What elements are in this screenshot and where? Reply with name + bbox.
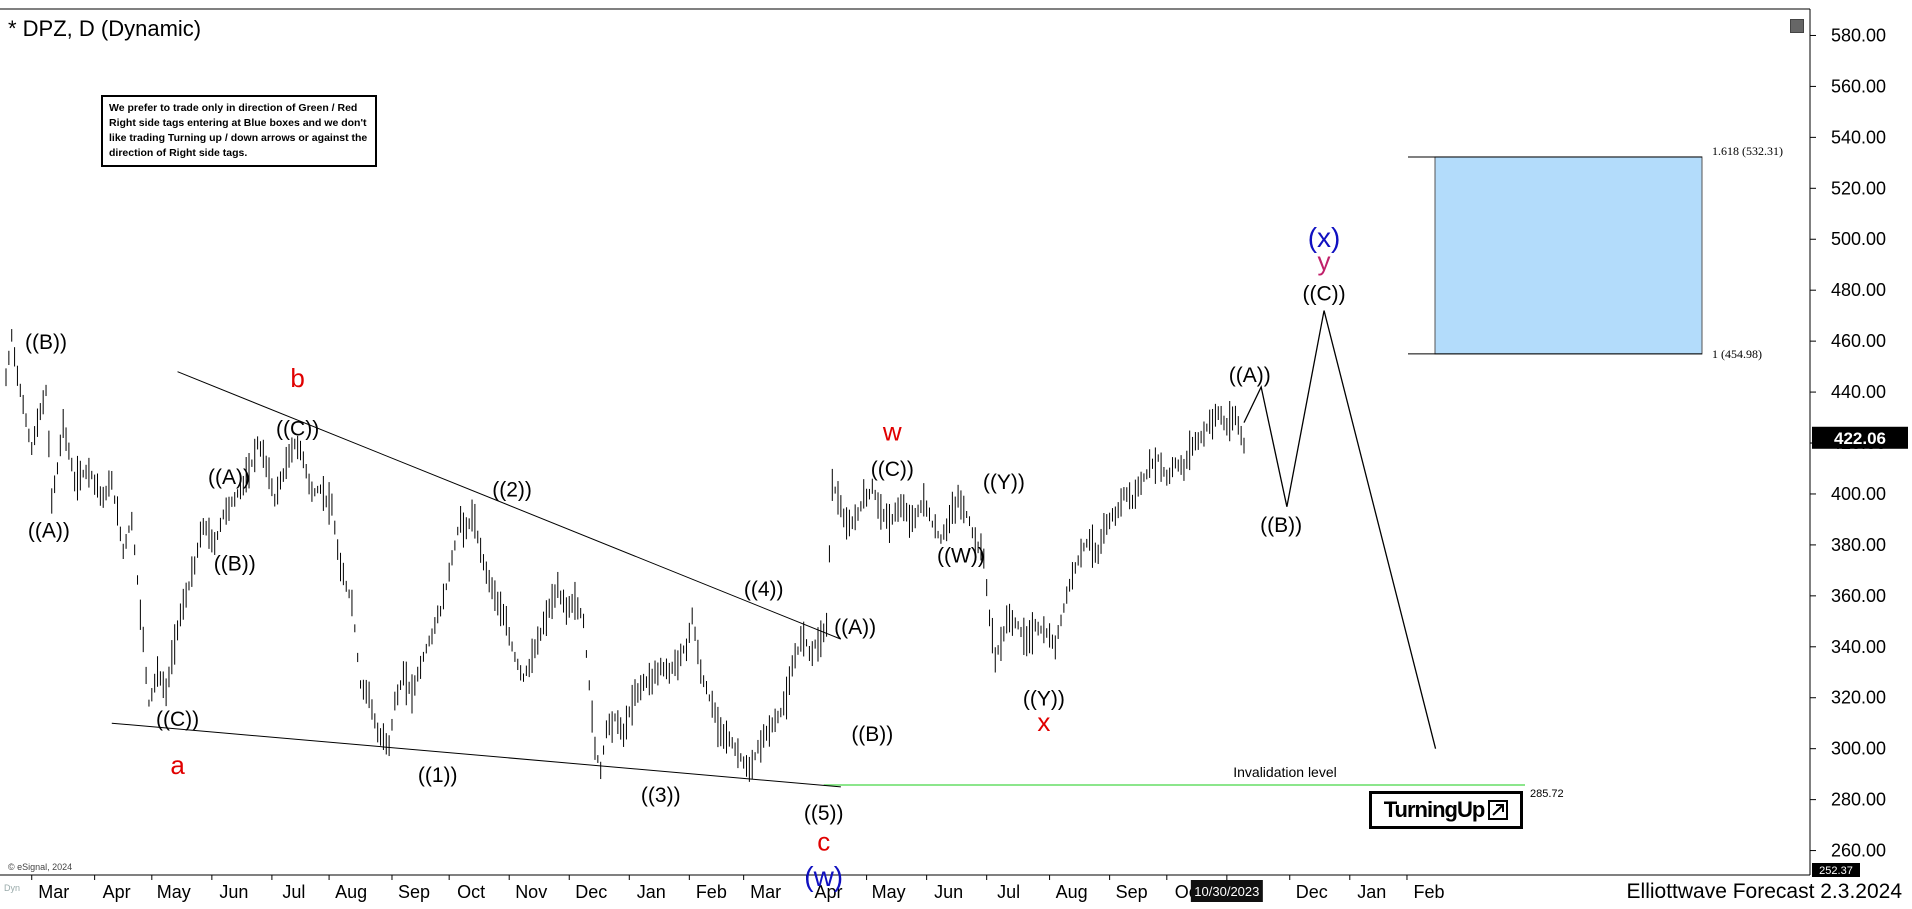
upper-channel-line <box>177 371 842 640</box>
fib-layer: 1.618 (532.31) 1 (454.98) <box>1408 144 1783 361</box>
wave-label: ((1)) <box>418 764 458 787</box>
wave-label: ((5)) <box>804 802 844 825</box>
x-tick-label: Jan <box>1357 882 1386 902</box>
fib-low-label: 1 (454.98) <box>1712 347 1762 361</box>
window-restore-icon[interactable] <box>1790 19 1804 33</box>
x-tick-label: Sep <box>398 882 430 902</box>
wave-label: (w) <box>804 861 843 892</box>
wave-label: y <box>1318 246 1331 276</box>
wave-label: ((A)) <box>28 519 70 542</box>
y-tick-label: 300.00 <box>1831 739 1886 759</box>
y-tick-label: 340.00 <box>1831 637 1886 657</box>
trading-note: We prefer to trade only in direction of … <box>101 95 377 167</box>
fib-high-label: 1.618 (532.31) <box>1712 144 1783 158</box>
axis-bottom-label: 252.37 <box>1819 865 1853 877</box>
y-tick-label: 280.00 <box>1831 790 1886 810</box>
y-tick-label: 440.00 <box>1831 382 1886 402</box>
wave-label: ((C)) <box>1302 282 1345 305</box>
price-bars-layer <box>5 329 1245 782</box>
wave-label: ((3)) <box>641 784 681 807</box>
wave-label: ((C)) <box>156 708 199 731</box>
invalidation-label: Invalidation level <box>1233 764 1337 780</box>
dyn-tag: Dyn <box>4 883 21 893</box>
x-tick-label: Jul <box>282 882 305 902</box>
y-tick-label: 400.00 <box>1831 484 1886 504</box>
wave-label: c <box>817 827 830 857</box>
chart-title: * DPZ, D (Dynamic) <box>8 16 202 41</box>
projection-path <box>1243 310 1437 749</box>
wave-label: ((B)) <box>25 331 67 354</box>
x-tick-label: Dec <box>1296 882 1328 902</box>
lower-channel-line <box>111 722 841 788</box>
trendlines-layer: Invalidation level 285.72 <box>111 310 1564 800</box>
wave-label: ((2)) <box>492 479 532 502</box>
wave-label: w <box>882 416 902 446</box>
x-tick-label: 10/30/2023 <box>1194 884 1259 899</box>
y-tick-label: 560.00 <box>1831 76 1886 96</box>
wave-label: x <box>1037 707 1050 737</box>
last-price-label: 422.06 <box>1834 429 1886 448</box>
wave-label: b <box>290 363 304 393</box>
x-tick-label: May <box>157 882 191 902</box>
x-tick-label: Mar <box>750 882 781 902</box>
x-tick-label: Sep <box>1116 882 1148 902</box>
x-tick-label: Feb <box>696 882 727 902</box>
x-tick-label: Jun <box>934 882 963 902</box>
y-tick-label: 500.00 <box>1831 229 1886 249</box>
y-tick-label: 540.00 <box>1831 127 1886 147</box>
x-tick-label: Jan <box>637 882 666 902</box>
wave-label: ((C)) <box>871 458 914 481</box>
wave-label: ((W)) <box>937 545 985 568</box>
y-tick-label: 380.00 <box>1831 535 1886 555</box>
invalidation-value: 285.72 <box>1530 788 1564 800</box>
wave-label: (x) <box>1308 222 1341 253</box>
wave-label: ((Y)) <box>983 471 1025 494</box>
wave-label: ((C)) <box>276 417 319 440</box>
wave-label: ((A)) <box>208 466 250 489</box>
x-tick-label: Jul <box>997 882 1020 902</box>
x-tick-label: Mar <box>38 882 69 902</box>
wave-label: a <box>170 750 185 780</box>
y-tick-label: 520.00 <box>1831 178 1886 198</box>
wave-label: ((B)) <box>1260 514 1302 537</box>
x-tick-label: Aug <box>335 882 367 902</box>
wave-label: ((A)) <box>834 616 876 639</box>
x-tick-label: Nov <box>515 882 547 902</box>
y-tick-label: 320.00 <box>1831 688 1886 708</box>
y-tick-label: 360.00 <box>1831 586 1886 606</box>
last-price-tag <box>1812 426 1908 449</box>
x-tick-label: Oct <box>457 882 485 902</box>
x-tick-label: May <box>872 882 906 902</box>
y-tick-label: 480.00 <box>1831 280 1886 300</box>
x-tick-label: Aug <box>1056 882 1088 902</box>
x-tick-label: Apr <box>815 882 843 902</box>
wave-label: ((Y)) <box>1023 687 1065 710</box>
wave-label: ((B)) <box>214 552 256 575</box>
x-tick-label: Feb <box>1413 882 1444 902</box>
axis-layer: 260.00 280.00 300.00 320.00 340.00 360.00 380.… <box>0 8 1908 902</box>
turning-up-logo: TurningUp <box>1369 791 1523 829</box>
x-tick-label: Jun <box>219 882 248 902</box>
fib-target-box <box>1434 156 1703 355</box>
turning-up-text: TurningUp <box>1383 797 1486 822</box>
wave-label: ((B)) <box>851 723 893 746</box>
axis-bottom-tag <box>1812 863 1860 877</box>
brand-footer: Elliottwave Forecast 2.3.2024 <box>1626 880 1902 903</box>
y-tick-label: 460.00 <box>1831 331 1886 351</box>
wave-labels-layer: ((B)) ((A)) b ((C)) ((A)) ((B)) ((C)) a ((1)) ((2… <box>25 222 1346 892</box>
x-tick-label: Apr <box>103 882 131 902</box>
x-tick-label: Dec <box>575 882 607 902</box>
wave-label: ((A)) <box>1229 364 1271 387</box>
arrow-up-right-icon <box>1488 800 1509 820</box>
y-tick-label: 580.00 <box>1831 25 1886 45</box>
wave-label: ((4)) <box>744 578 784 601</box>
crosshair-date-tag <box>1190 880 1263 902</box>
copyright-text: © eSignal, 2024 <box>8 862 73 872</box>
y-tick-label: 260.00 <box>1831 841 1886 861</box>
